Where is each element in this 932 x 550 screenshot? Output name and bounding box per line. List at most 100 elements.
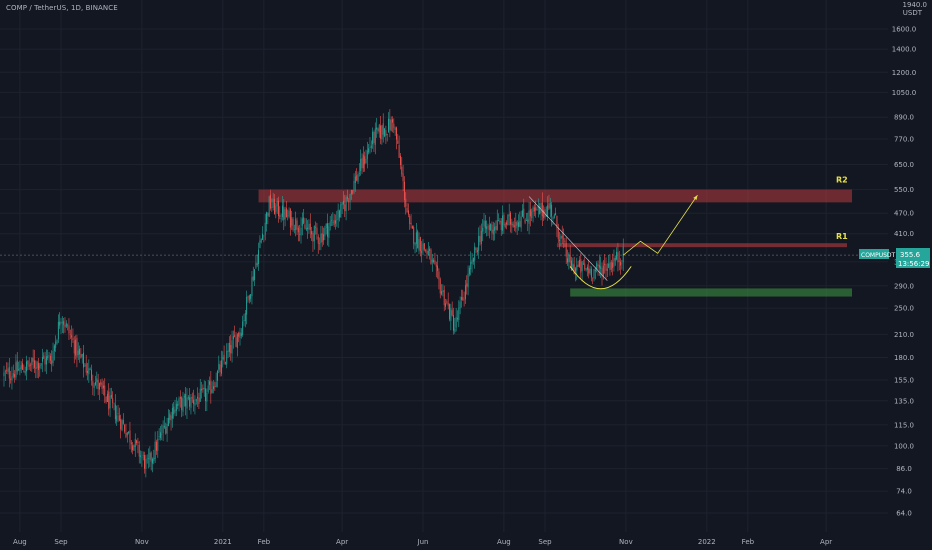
candle-body (136, 440, 138, 443)
candle-body (85, 363, 87, 373)
price-tick-label: 890.0 (894, 114, 914, 122)
candle-body (549, 202, 551, 209)
candle-body (369, 147, 371, 148)
candle-body (499, 220, 501, 223)
candle-body (267, 213, 269, 216)
candle-body (150, 452, 152, 462)
price-tick-label: 410.0 (894, 230, 914, 238)
projection-path[interactable] (622, 194, 698, 256)
candle-body (301, 218, 303, 226)
candle-body (108, 391, 110, 410)
candle-body (268, 196, 270, 217)
candle-body (57, 321, 59, 340)
candle-body (510, 212, 511, 225)
candle-body (415, 232, 417, 244)
candle-body (311, 231, 313, 235)
candle-body (576, 265, 578, 271)
candle-body (174, 409, 176, 413)
r1-resistance-zone[interactable] (556, 243, 847, 248)
candle-body (370, 145, 372, 149)
time-tick-label: Aug (13, 538, 27, 546)
candle-body (529, 209, 531, 217)
candle-body (327, 223, 328, 237)
candle-body (22, 363, 23, 370)
candle-body (396, 127, 397, 140)
candle-body (218, 363, 220, 370)
price-tick-label: 290.0 (894, 282, 914, 290)
candle-body (203, 387, 205, 390)
candle-body (100, 381, 102, 385)
candle-body (254, 269, 256, 280)
price-label-symbol: COMPUSDT (861, 252, 896, 259)
candle-body (137, 441, 139, 444)
candle-body (613, 258, 615, 267)
price-tick-label: 550.0 (894, 186, 914, 194)
candle-body (498, 220, 500, 221)
candle-body (555, 213, 557, 216)
candle-body (515, 222, 517, 229)
candle-body (128, 431, 130, 433)
candle-body (278, 200, 279, 216)
candle-body (486, 226, 488, 230)
candle-body (144, 455, 145, 469)
candle-body (238, 332, 240, 337)
trend-line[interactable] (528, 196, 608, 281)
time-axis[interactable]: Aug Sep Nov 2021 Feb Apr Jun Aug Sep Nov 2022 Feb Ap… (13, 538, 832, 546)
candle-body (247, 296, 249, 298)
candle-body (525, 220, 527, 221)
candle-body (194, 402, 196, 406)
candle-body (614, 257, 616, 261)
candle-body (520, 216, 522, 228)
candle-body (210, 380, 212, 395)
candle-body (577, 264, 579, 267)
rounding-bottom-arc[interactable] (569, 266, 632, 290)
candle-body (565, 242, 567, 257)
candle-body (251, 277, 253, 297)
r2-resistance-zone[interactable] (258, 189, 852, 203)
candle-body (187, 396, 189, 399)
candle-body (182, 398, 184, 412)
candle-body (491, 224, 493, 233)
candle-body (72, 337, 74, 340)
candle-body (336, 219, 338, 221)
candle-body (409, 215, 411, 225)
candle-body (209, 381, 210, 385)
candle-body (463, 299, 465, 301)
candle-body (104, 385, 106, 396)
candle-body (324, 228, 326, 237)
time-tick-label: Nov (619, 538, 633, 546)
candle-body (76, 337, 78, 358)
candle-body (32, 358, 34, 362)
candle-body (361, 157, 363, 169)
candle-body (195, 398, 197, 402)
price-tick-label: 64.0 (896, 510, 912, 518)
support-zone[interactable] (570, 288, 852, 297)
candle-body (63, 321, 65, 325)
candle-body (276, 201, 278, 207)
candle-body (315, 227, 317, 228)
candle-body (462, 297, 464, 301)
candle-body (227, 350, 229, 352)
candle-body (593, 268, 595, 279)
time-tick-label: 2021 (214, 538, 232, 546)
candle-body (81, 354, 83, 357)
candle-body (349, 193, 351, 201)
candle-body (527, 219, 529, 222)
candle-body (215, 382, 217, 387)
candle-body (601, 268, 603, 277)
candle-body (120, 419, 122, 430)
candle-body (348, 200, 350, 202)
time-tick-label: Feb (258, 538, 271, 546)
candle-body (502, 215, 504, 231)
candle-body (285, 208, 287, 218)
candle-body (158, 436, 160, 437)
candle-body (308, 223, 310, 230)
candle-body (410, 222, 412, 225)
candle-body (4, 371, 6, 373)
candle-body (551, 204, 553, 217)
candle-body (266, 212, 267, 224)
candle-body (378, 124, 380, 133)
candle-body (222, 356, 224, 360)
price-tick-label: 135.0 (894, 397, 914, 405)
